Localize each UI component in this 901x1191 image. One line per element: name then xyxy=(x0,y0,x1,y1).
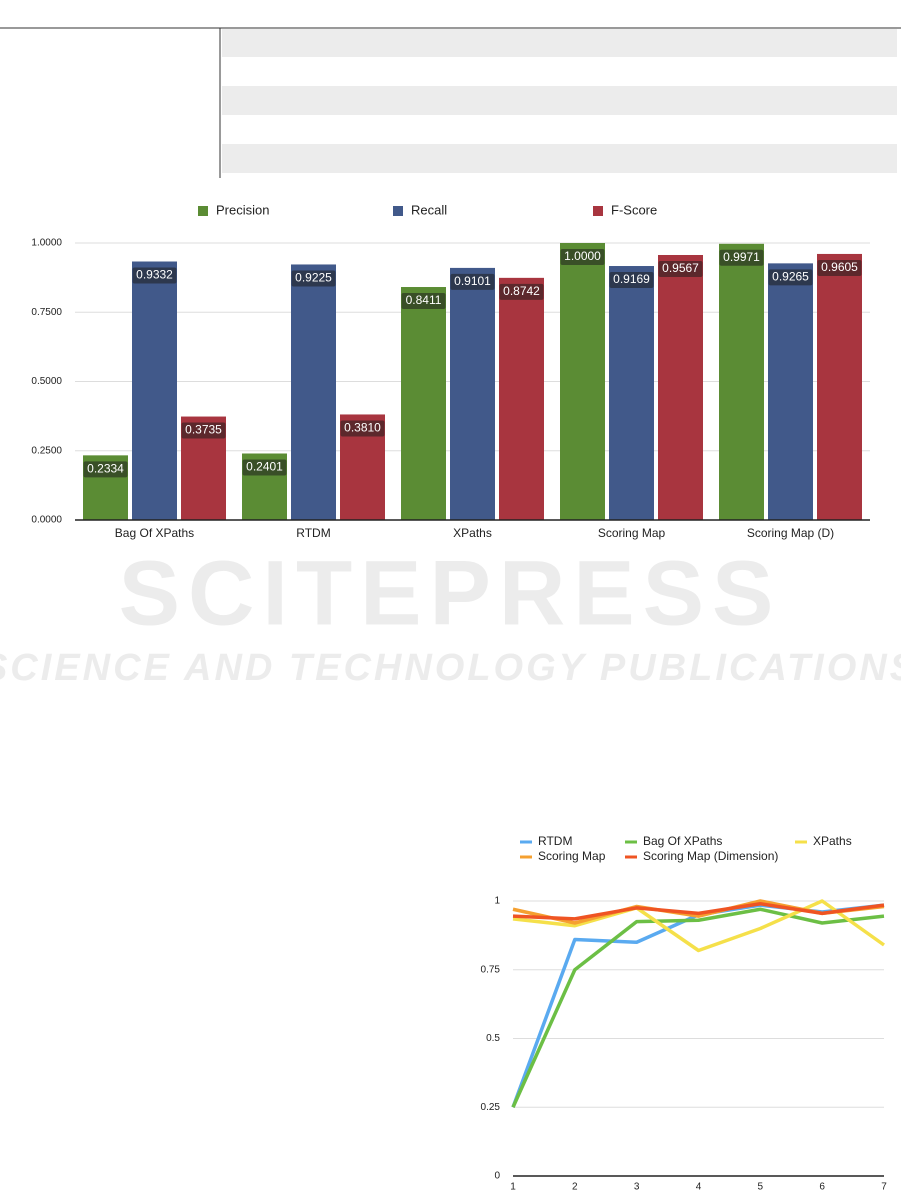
line xyxy=(512,899,886,953)
x-tick-label: 7 xyxy=(881,1182,887,1191)
value-label-bg xyxy=(83,461,128,478)
legend-label: Bag Of XPaths xyxy=(643,834,722,848)
value-label-bg xyxy=(401,293,446,310)
value-label-bg xyxy=(291,270,336,287)
value-label: 0.9169 xyxy=(613,272,650,286)
x-tick-label: Bag Of XPaths xyxy=(115,526,194,540)
x-tick-label: 5 xyxy=(758,1182,764,1191)
value-label-bg xyxy=(719,249,764,266)
y-tick-label: 0.25 xyxy=(481,1102,501,1113)
table-row xyxy=(222,29,897,57)
value-label: 0.9971 xyxy=(723,250,760,264)
x-tick-label: Scoring Map (D) xyxy=(747,526,834,540)
x-tick-label: 1 xyxy=(510,1182,516,1191)
x-tick-label: RTDM xyxy=(296,526,330,540)
value-label-bg xyxy=(609,272,654,289)
watermark-title: SCITEPRESS xyxy=(119,542,782,644)
value-label-bg xyxy=(817,259,862,276)
legend-swatch xyxy=(593,206,603,216)
bar xyxy=(817,253,862,520)
bar xyxy=(291,264,336,520)
legend-label: Scoring Map (Dimension) xyxy=(643,849,778,863)
legend-label: Precision xyxy=(216,202,269,217)
y-tick-label: 0.7500 xyxy=(31,307,62,318)
x-tick-label: 4 xyxy=(696,1182,702,1191)
value-label: 0.3735 xyxy=(185,423,222,437)
bar xyxy=(658,254,703,521)
legend-swatch xyxy=(198,206,208,216)
value-label: 0.8742 xyxy=(503,284,540,298)
value-label: 1.0000 xyxy=(564,249,601,263)
value-label-bg xyxy=(499,283,544,300)
value-label: 0.2401 xyxy=(246,460,283,474)
table-row xyxy=(222,86,897,115)
value-label: 0.2334 xyxy=(87,462,124,476)
bar xyxy=(499,277,544,520)
value-label-bg xyxy=(768,269,813,286)
value-label: 0.9225 xyxy=(295,271,332,285)
value-label-bg xyxy=(242,459,287,476)
y-tick-label: 0.5 xyxy=(486,1033,500,1044)
value-label: 0.9101 xyxy=(454,274,491,288)
table-row xyxy=(222,144,897,173)
y-tick-label: 1.0000 xyxy=(31,238,62,249)
bar xyxy=(609,266,654,520)
line xyxy=(512,902,885,921)
value-label: 0.9265 xyxy=(772,270,809,284)
table-fragment xyxy=(0,27,901,178)
bar xyxy=(768,263,813,520)
value-label-bg xyxy=(132,267,177,284)
line xyxy=(511,903,885,1108)
x-tick-label: Scoring Map xyxy=(598,526,666,540)
x-tick-label: 6 xyxy=(819,1182,825,1191)
value-label-bg xyxy=(340,420,385,437)
legend-label: Recall xyxy=(411,202,447,217)
value-label: 0.8411 xyxy=(406,293,442,307)
y-tick-label: 0 xyxy=(494,1171,500,1182)
bar xyxy=(719,243,764,521)
value-label-bg xyxy=(450,273,495,290)
value-label: 0.9332 xyxy=(136,268,173,282)
legend-label: RTDM xyxy=(538,834,572,848)
legend-label: Scoring Map xyxy=(538,849,606,863)
bar xyxy=(450,267,495,520)
legend-swatch xyxy=(393,206,403,216)
bar xyxy=(132,261,177,520)
x-tick-label: 3 xyxy=(634,1182,640,1191)
line xyxy=(511,907,885,1108)
value-label: 0.3810 xyxy=(344,421,381,435)
bar xyxy=(401,287,446,520)
watermark-subtitle: SCIENCE AND TECHNOLOGY PUBLICATIONS xyxy=(0,647,901,689)
value-label: 0.9567 xyxy=(662,261,699,275)
y-tick-label: 1 xyxy=(494,896,500,907)
value-label: 0.9605 xyxy=(821,260,858,274)
x-tick-label: 2 xyxy=(572,1182,578,1191)
y-tick-label: 0.5000 xyxy=(31,376,62,387)
value-label-bg xyxy=(181,422,226,439)
legend-label: XPaths xyxy=(813,834,852,848)
x-tick-label: XPaths xyxy=(453,526,492,540)
legend-label: F-Score xyxy=(611,202,657,217)
value-label-bg xyxy=(658,260,703,277)
y-tick-label: 0.0000 xyxy=(31,515,62,526)
value-label-bg xyxy=(560,249,605,265)
bar xyxy=(560,243,605,520)
y-tick-label: 0.75 xyxy=(481,964,501,975)
y-tick-label: 0.2500 xyxy=(31,445,62,456)
